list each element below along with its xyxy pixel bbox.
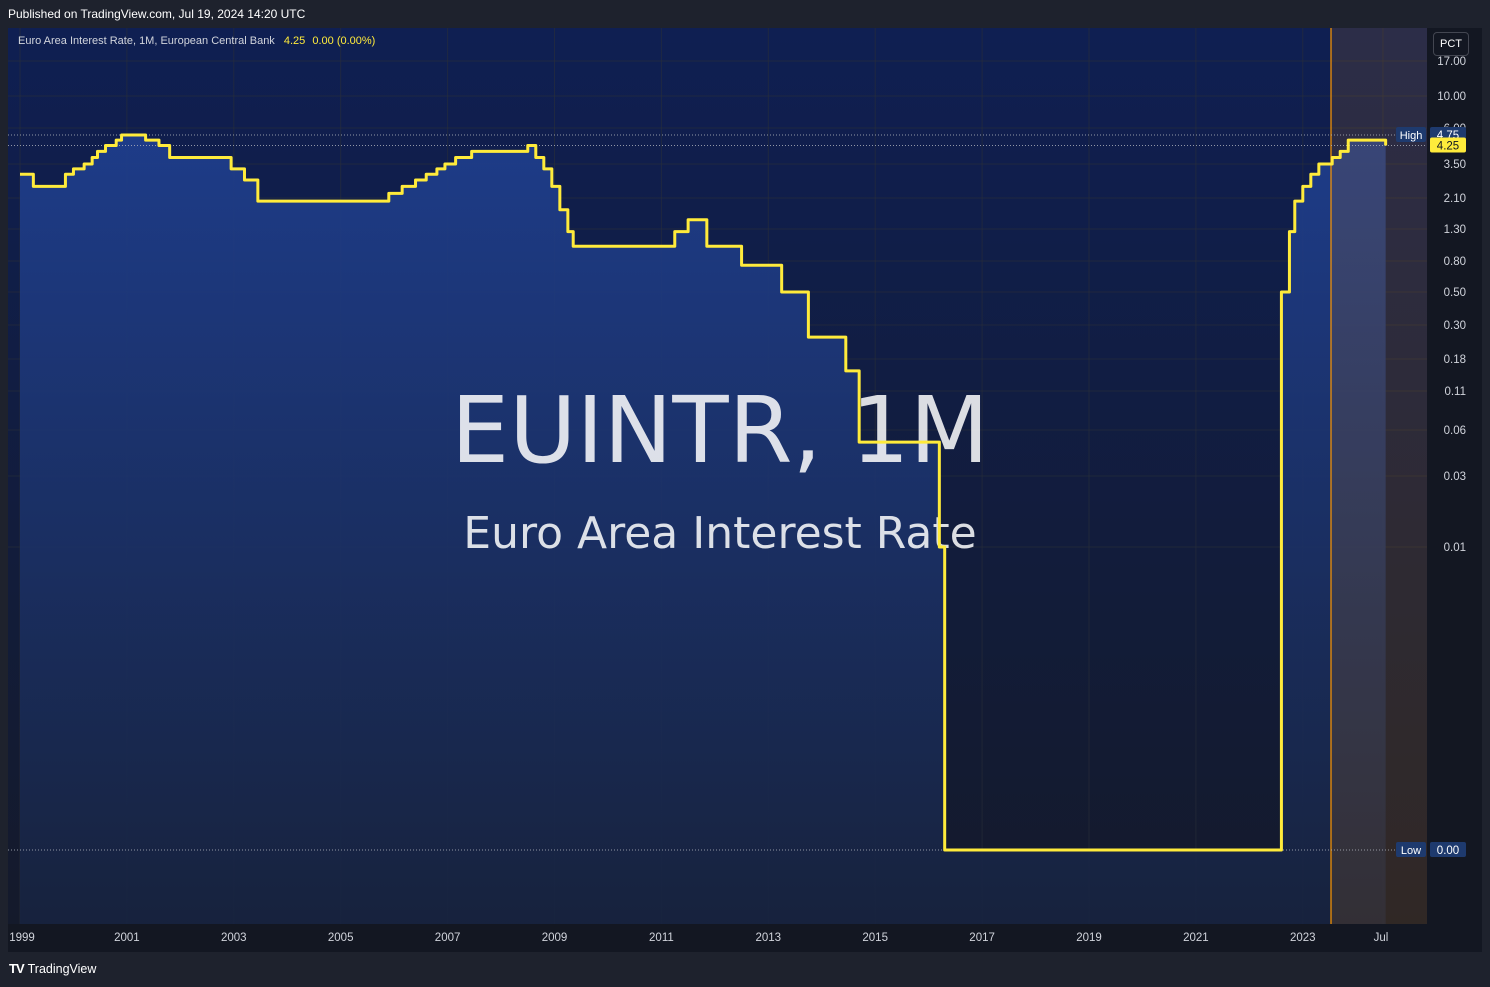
legend-change: 0.00 (0.00%) <box>312 35 376 47</box>
time-axis-panel <box>8 924 1482 952</box>
footer[interactable]: TV TradingView <box>9 961 96 976</box>
x-tick-label: 1999 <box>9 932 35 944</box>
y-tick-label: 2.10 <box>1444 193 1466 205</box>
x-tick-label: 2021 <box>1183 932 1209 944</box>
y-tick-label: 0.06 <box>1444 425 1466 437</box>
y-tick-label: 3.50 <box>1444 159 1466 171</box>
y-tick-label: 0.18 <box>1444 354 1466 366</box>
y-tick-labels: 17.0010.006.003.502.101.300.800.500.300.… <box>1437 56 1466 554</box>
unit-button[interactable]: PCT <box>1433 32 1469 56</box>
x-tick-label: 2005 <box>328 932 354 944</box>
chart-legend[interactable]: Euro Area Interest Rate, 1M, European Ce… <box>18 35 375 47</box>
footer-brand: TradingView <box>27 961 97 976</box>
x-tick-label: 2001 <box>114 932 140 944</box>
last-badge-value: 4.25 <box>1437 141 1459 153</box>
x-tick-label: 2003 <box>221 932 247 944</box>
x-tick-label: 2009 <box>542 932 568 944</box>
y-tick-label: 0.11 <box>1444 386 1466 398</box>
y-tick-label: 1.30 <box>1444 224 1466 236</box>
x-tick-label: 2011 <box>649 932 674 944</box>
legend-last: 4.25 <box>283 35 306 47</box>
y-tick-label: 17.00 <box>1437 56 1466 68</box>
low-badge-label-bg <box>1396 842 1426 857</box>
x-tick-label: 2019 <box>1076 932 1102 944</box>
low-badge-label: Low <box>1401 845 1421 857</box>
x-tick-label: 2007 <box>435 932 461 944</box>
y-tick-label: 10.00 <box>1437 91 1466 103</box>
chart-svg[interactable]: EUINTR, 1M Euro Area Interest Rate 17.00 10… <box>8 28 1482 952</box>
low-badge-value-bg <box>1430 842 1466 857</box>
series-line <box>20 133 1388 852</box>
chart-frame[interactable]: EUINTR, 1M Euro Area Interest Rate 17.00 10… <box>8 28 1482 952</box>
high-badge-label: High <box>1400 130 1423 142</box>
area-fill <box>20 135 1386 924</box>
price-axis-panel <box>1427 28 1482 952</box>
y-tick-label: 0.50 <box>1444 287 1466 299</box>
x-tick-labels: 1999 2001 2003 2005 2007 2009 2011 2013 2015 2017… <box>9 932 1388 944</box>
high-badge-label-bg <box>1396 127 1426 142</box>
x-tick-label: 2015 <box>862 932 888 944</box>
tradingview-logo-icon: TV <box>9 961 25 976</box>
low-badge: Low 0.00 <box>1396 842 1466 857</box>
x-tick-label: 2023 <box>1290 932 1316 944</box>
last-badge: 4.25 <box>1430 137 1466 153</box>
watermark-subtitle: Euro Area Interest Rate <box>463 508 976 559</box>
legend-name: Euro Area Interest Rate, 1M, European Ce… <box>18 35 275 47</box>
low-badge-value: 0.00 <box>1437 845 1459 857</box>
watermark-symbol: EUINTR, 1M <box>451 377 989 484</box>
y-tick-label: 0.01 <box>1444 542 1466 554</box>
x-tick-label: Jul <box>1374 932 1389 944</box>
highlight-range <box>1331 28 1427 924</box>
y-tick-label: 0.80 <box>1444 256 1466 268</box>
x-tick-label: 2013 <box>756 932 782 944</box>
published-caption: Published on TradingView.com, Jul 19, 20… <box>8 7 306 21</box>
y-tick-label: 0.03 <box>1444 471 1466 483</box>
y-tick-label: 0.30 <box>1444 320 1466 332</box>
last-badge-value-bg <box>1430 137 1466 153</box>
x-tick-label: 2017 <box>969 932 995 944</box>
